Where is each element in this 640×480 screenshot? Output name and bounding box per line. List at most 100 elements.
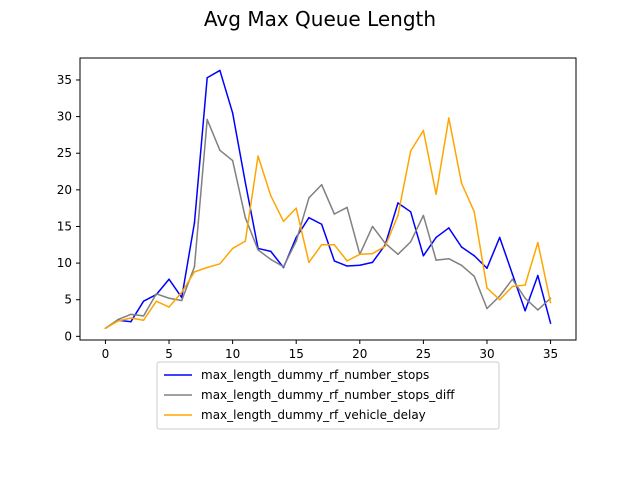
data-point <box>168 278 170 280</box>
data-point <box>206 266 208 269</box>
data-point <box>117 318 119 321</box>
data-point <box>435 259 437 261</box>
data-point <box>448 257 450 260</box>
data-point <box>549 301 552 304</box>
data-point <box>320 244 323 246</box>
chart-title: Avg Max Queue Length <box>204 7 436 31</box>
data-point <box>219 69 221 72</box>
y-tick-label: 35 <box>57 73 72 87</box>
y-tick-label: 30 <box>57 110 72 124</box>
data-point <box>104 327 107 330</box>
data-point <box>206 118 208 121</box>
data-point <box>155 300 158 302</box>
data-point <box>244 216 247 219</box>
data-point <box>282 266 285 268</box>
series-line-2 <box>105 117 552 329</box>
series-line-1 <box>105 118 552 329</box>
data-point <box>244 181 247 184</box>
x-tick-label: 20 <box>352 347 367 361</box>
data-point <box>537 274 539 277</box>
data-point <box>117 320 119 322</box>
data-point <box>130 320 132 323</box>
data-point <box>371 225 374 228</box>
data-point <box>257 155 259 157</box>
data-point <box>435 236 437 239</box>
data-point <box>193 266 196 268</box>
data-point <box>346 260 348 262</box>
data-point <box>142 315 145 317</box>
data-point <box>486 287 488 289</box>
data-point <box>270 194 272 197</box>
x-tick-label: 35 <box>543 347 558 361</box>
data-point <box>473 275 476 278</box>
data-point <box>231 247 234 250</box>
data-point <box>244 240 247 242</box>
data-point <box>549 322 552 324</box>
data-point <box>130 313 132 316</box>
data-point <box>180 299 183 302</box>
data-point <box>473 211 476 213</box>
data-point <box>130 317 132 319</box>
data-point <box>193 222 196 224</box>
legend-label: max_length_dummy_rf_vehicle_delay <box>201 408 426 422</box>
data-point <box>219 263 221 265</box>
data-point <box>371 252 374 255</box>
data-point <box>397 253 399 256</box>
data-point <box>320 223 323 226</box>
data-point <box>511 273 514 275</box>
data-point <box>511 285 514 288</box>
data-point <box>498 295 501 297</box>
data-point <box>359 253 361 256</box>
data-point <box>282 220 285 223</box>
data-point <box>270 250 272 253</box>
legend: max_length_dummy_rf_number_stops max_leng… <box>156 361 500 430</box>
axis-ticks: 0 5 10 15 20 25 30 35 0 5 10 15 20 25 30 35 <box>57 73 558 361</box>
data-point <box>448 117 450 119</box>
data-point <box>384 245 386 247</box>
data-point <box>308 261 310 264</box>
data-point <box>295 240 297 242</box>
data-point <box>333 260 336 262</box>
data-point <box>308 216 310 219</box>
data-point <box>524 284 526 286</box>
data-point <box>409 150 412 152</box>
data-point <box>498 236 501 239</box>
y-tick-label: 15 <box>57 219 72 233</box>
x-tick-label: 25 <box>416 347 431 361</box>
x-tick-label: 0 <box>102 347 110 361</box>
data-point <box>371 261 374 264</box>
data-point <box>142 300 145 302</box>
x-tick-label: 30 <box>479 347 494 361</box>
legend-label: max_length_dummy_rf_number_stops <box>201 368 429 382</box>
data-point <box>333 244 336 246</box>
legend-label: max_length_dummy_rf_number_stops_diff <box>201 388 455 402</box>
data-point <box>397 214 399 217</box>
data-point <box>270 258 272 261</box>
data-point <box>486 267 488 269</box>
data-point <box>346 206 348 209</box>
data-point <box>155 293 158 295</box>
y-tick-label: 0 <box>64 329 72 343</box>
y-tick-label: 20 <box>57 183 72 197</box>
data-point <box>460 182 463 185</box>
data-point <box>409 241 412 243</box>
data-point <box>206 77 208 79</box>
data-point <box>537 241 539 244</box>
x-tick-label: 5 <box>165 347 173 361</box>
data-point <box>359 264 361 267</box>
data-point <box>308 197 310 199</box>
data-point <box>498 298 501 301</box>
y-tick-label: 25 <box>57 146 72 160</box>
data-point <box>219 149 221 152</box>
plot-frame <box>79 57 577 341</box>
x-tick-label: 10 <box>225 347 240 361</box>
data-point <box>333 213 336 215</box>
data-point <box>460 264 463 267</box>
data-point <box>142 319 145 321</box>
data-point <box>524 309 526 312</box>
data-point <box>180 291 183 294</box>
data-point <box>320 183 323 186</box>
data-point <box>193 271 196 273</box>
x-tick-label: 15 <box>289 347 304 361</box>
